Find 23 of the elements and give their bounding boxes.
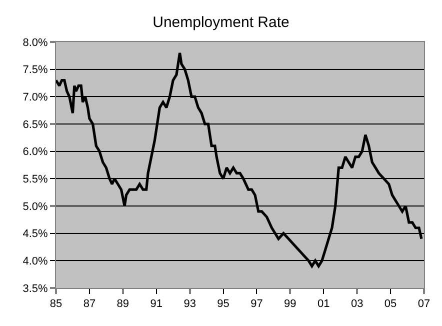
x-tick-label: 03 xyxy=(350,298,364,310)
x-tick-label: 99 xyxy=(284,298,296,310)
y-tick-label: 3.5% xyxy=(22,282,48,295)
x-tick-label: 97 xyxy=(250,298,263,310)
y-tick-label: 7.0% xyxy=(22,92,48,104)
y-tick-label: 4.0% xyxy=(22,256,48,268)
y-tick-label: 6.0% xyxy=(22,146,48,158)
y-tick-label: 5.0% xyxy=(22,200,48,213)
x-tick-label: 07 xyxy=(418,298,430,310)
x-tick-label: 93 xyxy=(184,298,196,310)
y-tick-label: 6.5% xyxy=(22,118,48,131)
y-tick-label: 7.5% xyxy=(22,64,48,76)
x-tick-label: 85 xyxy=(50,298,62,310)
y-tick-label: 5.5% xyxy=(22,174,48,186)
x-tick-label: 05 xyxy=(384,298,397,310)
x-tick-label: 87 xyxy=(83,298,96,310)
x-tick-label: 89 xyxy=(116,298,130,310)
y-tick-label: 8.0% xyxy=(22,36,48,49)
chart-title: Unemployment Rate xyxy=(152,14,290,31)
x-tick-label: 01 xyxy=(318,298,330,310)
y-tick-label: 4.5% xyxy=(22,228,48,240)
x-tick-label: 91 xyxy=(150,298,162,310)
x-tick-label: 95 xyxy=(217,298,230,310)
